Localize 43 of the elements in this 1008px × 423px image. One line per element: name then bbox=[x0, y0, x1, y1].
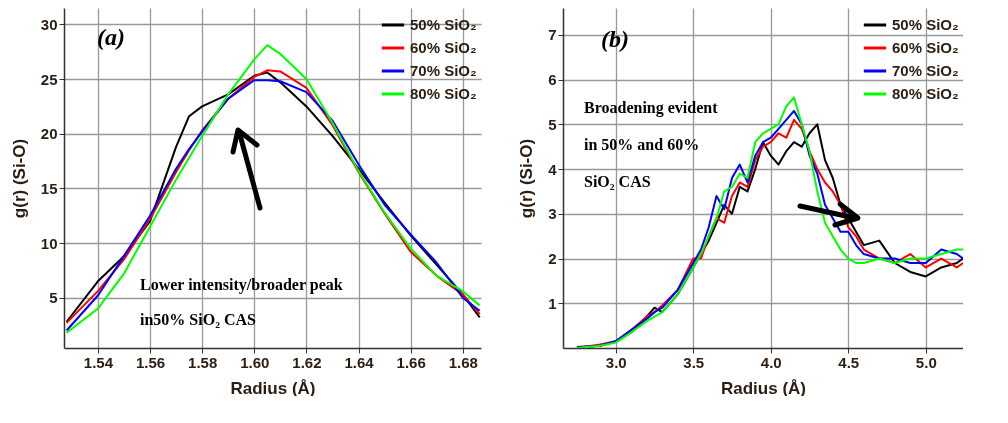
legend-label: 60% SiO₂ bbox=[892, 39, 959, 56]
legend-label: 80% SiO₂ bbox=[892, 85, 959, 102]
y-tick-label: 25 bbox=[40, 70, 58, 88]
legend-label: 60% SiO₂ bbox=[410, 39, 477, 56]
legend-label: 80% SiO₂ bbox=[410, 85, 477, 102]
x-tick-label: 4.0 bbox=[760, 353, 782, 371]
annotation: (b) bbox=[601, 26, 629, 52]
y-tick-label: 3 bbox=[548, 205, 557, 223]
y-tick-label: 1 bbox=[548, 294, 557, 312]
x-tick-label: 5.0 bbox=[915, 353, 937, 371]
y-tick-label: 7 bbox=[548, 26, 557, 44]
annotation: Broadening evident bbox=[584, 99, 719, 117]
x-tick-label: 1.56 bbox=[135, 353, 166, 371]
x-tick-label: 1.60 bbox=[240, 353, 270, 371]
legend-label: 70% SiO₂ bbox=[892, 62, 959, 79]
x-tick-label: 1.62 bbox=[292, 353, 322, 371]
annotation: (a) bbox=[97, 24, 125, 50]
y-tick-label: 2 bbox=[548, 250, 557, 268]
legend-label: 50% SiO₂ bbox=[892, 16, 959, 33]
y-tick-label: 5 bbox=[548, 115, 557, 133]
x-tick-label: 1.58 bbox=[188, 353, 218, 371]
x-tick-label: 1.54 bbox=[83, 353, 114, 371]
x-tick-label: 4.5 bbox=[838, 353, 860, 371]
annotation: in 50% and 60% bbox=[584, 136, 700, 153]
x-tick-label: 1.64 bbox=[344, 353, 375, 371]
y-tick-label: 15 bbox=[40, 179, 58, 197]
annotation: Lower intensity/broader peak bbox=[140, 276, 343, 294]
y-tick-label: 30 bbox=[40, 15, 58, 33]
y-tick-label: 4 bbox=[548, 160, 558, 178]
x-tick-label: 3.5 bbox=[683, 353, 705, 371]
y-tick-label: 10 bbox=[40, 234, 58, 252]
legend-label: 50% SiO₂ bbox=[410, 16, 477, 33]
legend-label: 70% SiO₂ bbox=[410, 62, 477, 79]
x-tick-label: 1.68 bbox=[448, 353, 478, 371]
y-tick-label: 20 bbox=[40, 125, 58, 143]
y-axis-title: g(r) (Si-O) bbox=[9, 138, 29, 219]
x-tick-label: 1.66 bbox=[396, 353, 426, 371]
annotation: SiO₂ CAS bbox=[584, 173, 651, 190]
y-axis-title: g(r) (Si-O) bbox=[517, 138, 537, 219]
y-tick-label: 5 bbox=[49, 289, 58, 307]
y-tick-label: 6 bbox=[548, 71, 557, 89]
annotation: in50% SiO₂ CAS bbox=[140, 311, 257, 328]
x-tick-label: 3.0 bbox=[605, 353, 627, 371]
